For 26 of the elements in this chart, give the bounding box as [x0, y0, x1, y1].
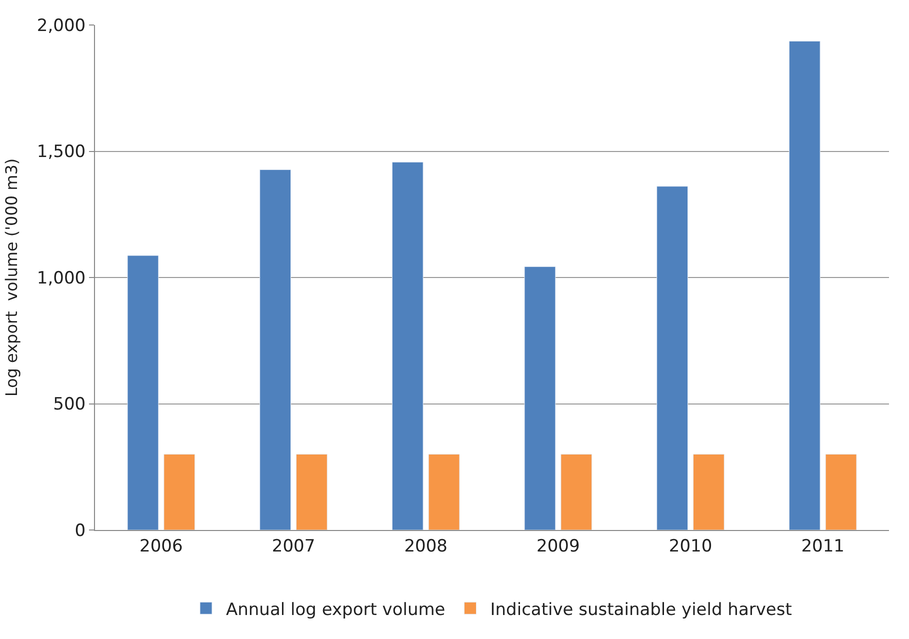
x-tick-label: 2007: [272, 536, 316, 556]
x-tick-label: 2006: [140, 536, 183, 556]
bar: [825, 454, 857, 530]
bar: [788, 40, 820, 530]
bar: [164, 454, 196, 530]
y-tick-label: 2,000: [36, 16, 86, 36]
y-tick-label: 0: [74, 520, 86, 541]
bar: [428, 454, 460, 530]
x-tick-label: 2011: [801, 536, 844, 556]
x-tick-label: 2010: [668, 536, 712, 556]
y-tick-label: 500: [53, 394, 86, 415]
bar: [692, 454, 724, 530]
bar: [560, 454, 592, 530]
bar: [392, 162, 424, 530]
legend-label: Indicative sustainable yield harvest: [490, 600, 792, 620]
bar: [296, 454, 328, 530]
x-tick-label: 2008: [404, 536, 448, 556]
bar: [656, 186, 688, 530]
y-tick-label: 1,000: [36, 268, 86, 288]
x-tick-label: 2009: [536, 536, 580, 556]
bar: [524, 266, 556, 530]
legend-label: Annual log export volume: [226, 600, 446, 620]
bar: [260, 169, 292, 530]
bar: [127, 255, 159, 530]
y-tick-label: 1,500: [36, 142, 86, 162]
y-axis-title: Log export volume ('000 m3): [2, 158, 21, 397]
